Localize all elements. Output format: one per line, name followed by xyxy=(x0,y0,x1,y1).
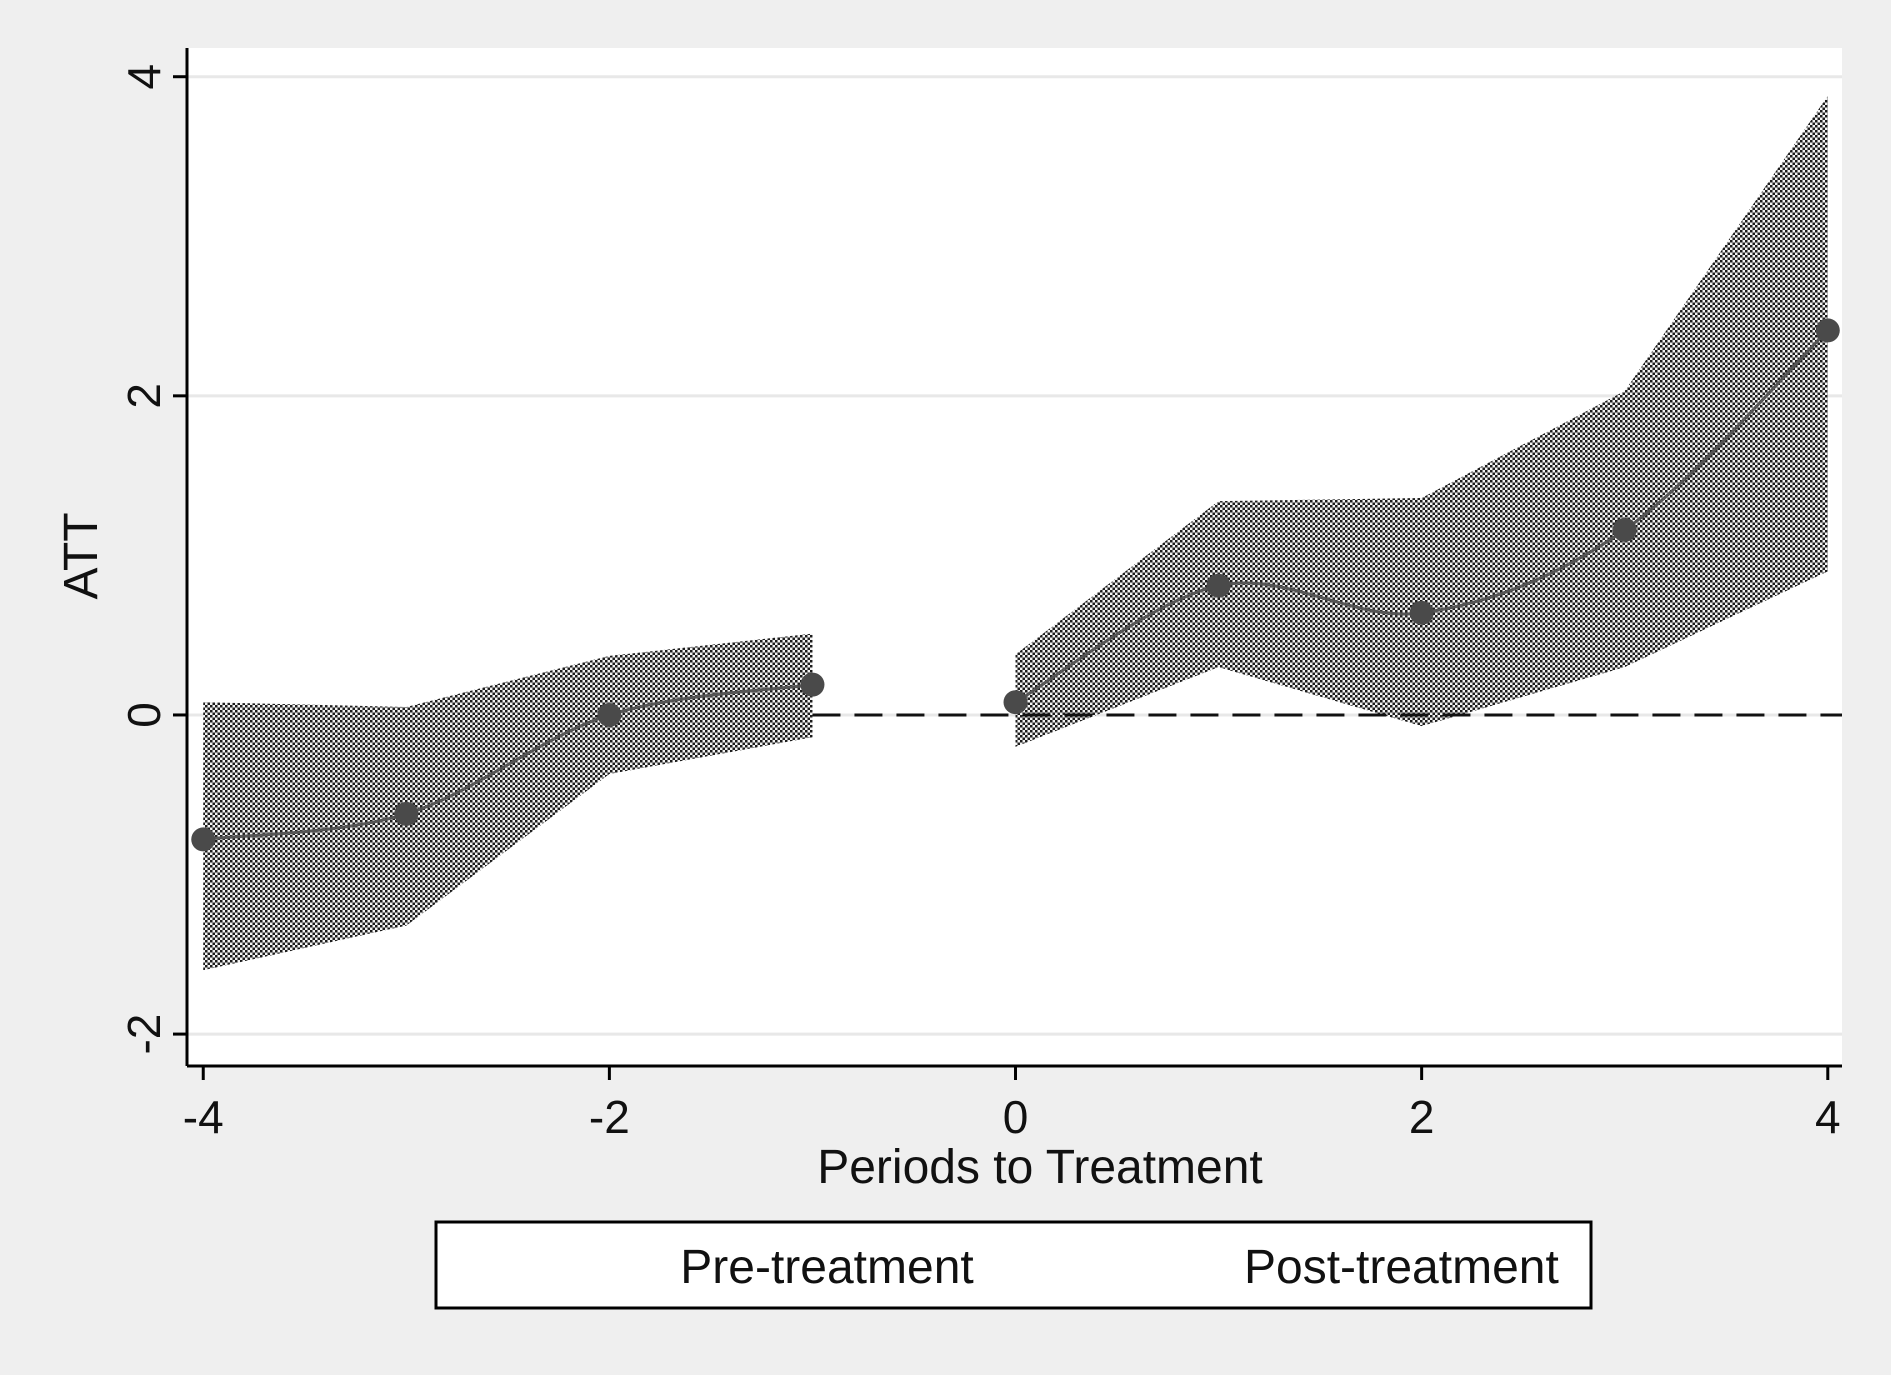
data-point xyxy=(1815,318,1840,343)
x-axis-ticks: -4 -2 0 2 4 xyxy=(183,1066,1841,1143)
y-axis-title: ATT xyxy=(55,512,108,599)
x-tick-label: -2 xyxy=(589,1091,630,1143)
data-point xyxy=(191,827,216,852)
y-axis-ticks: -2 0 2 4 xyxy=(118,64,187,1055)
legend-entry-pre-treatment: Pre-treatment xyxy=(680,1241,973,1294)
data-point xyxy=(1003,690,1028,715)
data-point xyxy=(1612,517,1637,542)
x-tick-label: 2 xyxy=(1409,1091,1435,1143)
data-point xyxy=(1206,573,1231,598)
series-markers xyxy=(191,318,1840,852)
x-tick-label: 4 xyxy=(1815,1091,1841,1143)
data-point xyxy=(1409,600,1434,625)
x-tick-label: -4 xyxy=(183,1091,224,1143)
confidence-band xyxy=(203,633,813,971)
data-point xyxy=(394,801,419,826)
legend-entry-post-treatment: Post-treatment xyxy=(1244,1241,1559,1294)
x-axis-title: Periods to Treatment xyxy=(817,1141,1263,1194)
legend-box xyxy=(434,1220,1593,1310)
data-point xyxy=(597,702,622,727)
y-tick-label: 4 xyxy=(118,64,170,90)
series-line xyxy=(203,683,813,841)
data-point xyxy=(800,672,825,697)
y-tick-label: -2 xyxy=(118,1014,170,1055)
x-tick-label: 0 xyxy=(1003,1091,1029,1143)
y-tick-label: 0 xyxy=(118,702,170,728)
y-tick-label: 2 xyxy=(118,383,170,409)
